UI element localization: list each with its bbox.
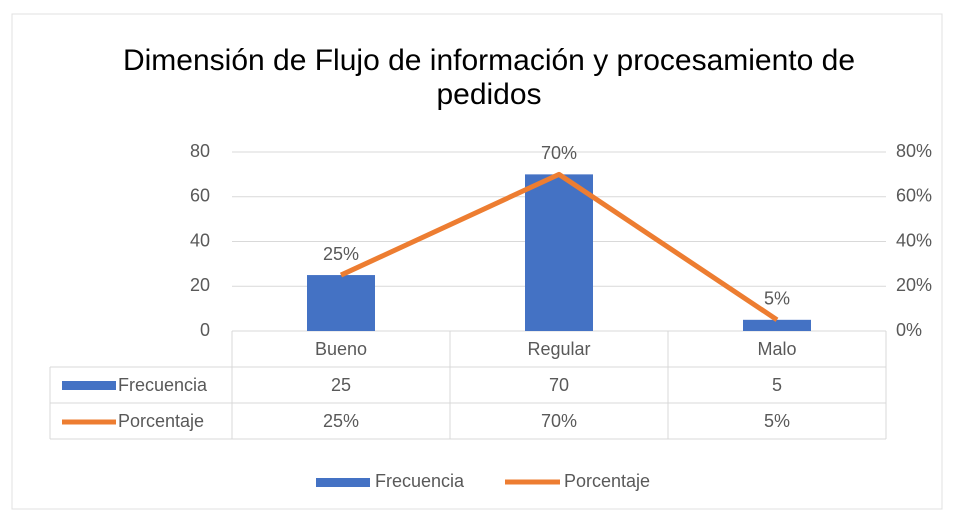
x-tick-label: Malo [757,339,796,359]
table-cell: 25 [331,375,351,395]
y2-tick-label: 40% [896,230,932,250]
y-tick-label: 60 [190,186,210,206]
y2-tick-label: 20% [896,275,932,295]
data-label: 25% [323,244,359,264]
y-tick-label: 40 [190,230,210,250]
data-label: 5% [764,289,790,309]
chart-title: Dimensión de Flujo de información y proc… [122,44,856,111]
data-label: 70% [541,143,577,163]
table-cell: 5 [772,375,782,395]
x-tick-label: Bueno [315,339,367,359]
table-cell: 25% [323,411,359,431]
table-cell: 5% [764,411,790,431]
y-tick-label: 80 [190,141,210,161]
line [339,171,779,322]
chart-border [11,13,943,510]
table-cell: 70 [549,375,569,395]
y2-tick-label: 0% [896,320,922,340]
legend-label: Porcentaje [564,471,650,491]
bar [743,319,811,331]
table-row-label: Porcentaje [118,411,204,431]
legend-key [62,381,116,390]
y2-tick-label: 80% [896,141,932,161]
bar [307,275,375,331]
bar [525,174,593,331]
legend-label: Frecuencia [375,471,465,491]
table-row-label: Frecuencia [118,375,208,395]
legend-key [316,478,370,487]
y2-tick-label: 60% [896,186,932,206]
x-tick-label: Regular [527,339,590,359]
y-tick-label: 20 [190,275,210,295]
table-cell: 70% [541,411,577,431]
y-tick-label: 0 [200,320,210,340]
